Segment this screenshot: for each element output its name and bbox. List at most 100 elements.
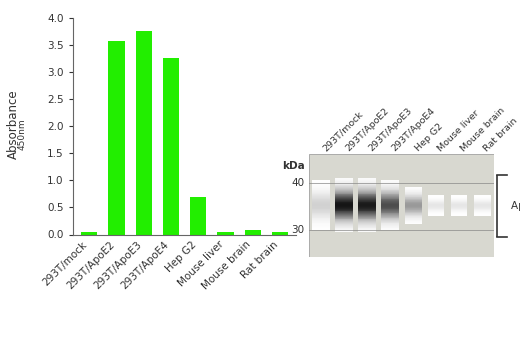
Bar <box>358 181 376 182</box>
Bar <box>381 220 399 221</box>
Bar <box>358 201 376 202</box>
Bar <box>381 189 399 190</box>
Bar <box>313 204 330 205</box>
Bar <box>335 223 353 224</box>
Bar <box>335 228 353 229</box>
Bar <box>381 191 399 192</box>
Bar <box>313 184 330 186</box>
Bar <box>313 223 330 224</box>
Bar <box>358 221 376 222</box>
Bar <box>358 226 376 227</box>
Bar <box>405 222 422 223</box>
Bar <box>313 211 330 212</box>
Bar <box>381 227 399 228</box>
Text: Mouse liver: Mouse liver <box>436 108 481 153</box>
Bar <box>405 198 422 199</box>
Bar <box>313 227 330 228</box>
Bar <box>335 182 353 183</box>
Bar <box>381 224 399 225</box>
Bar <box>405 195 422 196</box>
Bar <box>405 197 422 198</box>
Text: 450nm: 450nm <box>17 118 27 149</box>
Bar <box>358 194 376 195</box>
Bar <box>313 207 330 208</box>
Bar <box>381 226 399 227</box>
Bar <box>313 183 330 184</box>
Bar <box>335 204 353 205</box>
Bar <box>358 220 376 221</box>
Bar <box>358 214 376 215</box>
Bar <box>381 195 399 196</box>
Bar <box>381 183 399 184</box>
Bar <box>358 216 376 217</box>
Bar <box>358 211 376 212</box>
Bar <box>313 224 330 225</box>
Bar <box>358 187 376 188</box>
Bar <box>335 196 353 197</box>
Bar <box>405 193 422 194</box>
Bar <box>335 184 353 186</box>
Bar <box>358 210 376 211</box>
Bar <box>381 208 399 209</box>
Bar <box>313 198 330 200</box>
Bar <box>405 202 422 203</box>
Bar <box>358 229 376 230</box>
Bar <box>358 202 376 203</box>
Bar <box>335 206 353 207</box>
Bar <box>358 205 376 206</box>
Bar <box>313 209 330 210</box>
Bar <box>358 227 376 228</box>
Bar <box>335 229 353 230</box>
Bar <box>335 180 353 181</box>
Bar <box>381 204 399 205</box>
Bar <box>335 230 353 231</box>
Bar <box>358 179 376 180</box>
Text: 30: 30 <box>292 225 305 236</box>
Bar <box>313 205 330 206</box>
Bar <box>335 179 353 180</box>
Bar <box>313 221 330 222</box>
Bar <box>313 187 330 188</box>
Bar <box>381 210 399 211</box>
Bar <box>335 193 353 194</box>
Bar <box>381 199 399 200</box>
Bar <box>335 190 353 191</box>
Text: Absorbance: Absorbance <box>6 90 20 159</box>
Bar <box>335 218 353 219</box>
Text: Rat brain: Rat brain <box>483 116 519 153</box>
Text: 293T/ApoE3: 293T/ApoE3 <box>367 106 414 153</box>
Bar <box>381 181 399 182</box>
Bar <box>217 232 233 235</box>
Bar <box>405 216 422 217</box>
Text: kDa: kDa <box>282 161 305 171</box>
Bar <box>335 203 353 204</box>
Bar <box>358 188 376 189</box>
Bar <box>405 219 422 220</box>
Bar <box>313 228 330 229</box>
Bar <box>358 204 376 205</box>
Bar <box>313 217 330 218</box>
Bar <box>358 189 376 190</box>
Bar <box>335 188 353 189</box>
Bar <box>405 201 422 202</box>
Bar <box>335 231 353 232</box>
Bar <box>358 212 376 213</box>
Bar <box>313 229 330 230</box>
Bar <box>335 199 353 200</box>
Bar <box>313 218 330 219</box>
Bar <box>358 215 376 216</box>
Bar <box>335 226 353 227</box>
Bar <box>335 191 353 192</box>
Bar <box>313 189 330 190</box>
Bar <box>358 209 376 210</box>
Bar <box>358 230 376 231</box>
Bar <box>381 229 399 230</box>
Bar <box>381 214 399 215</box>
Bar <box>405 208 422 209</box>
Bar <box>381 196 399 197</box>
Bar <box>335 181 353 182</box>
Bar <box>381 188 399 189</box>
Bar <box>358 213 376 214</box>
Bar <box>358 222 376 223</box>
Bar <box>358 182 376 183</box>
